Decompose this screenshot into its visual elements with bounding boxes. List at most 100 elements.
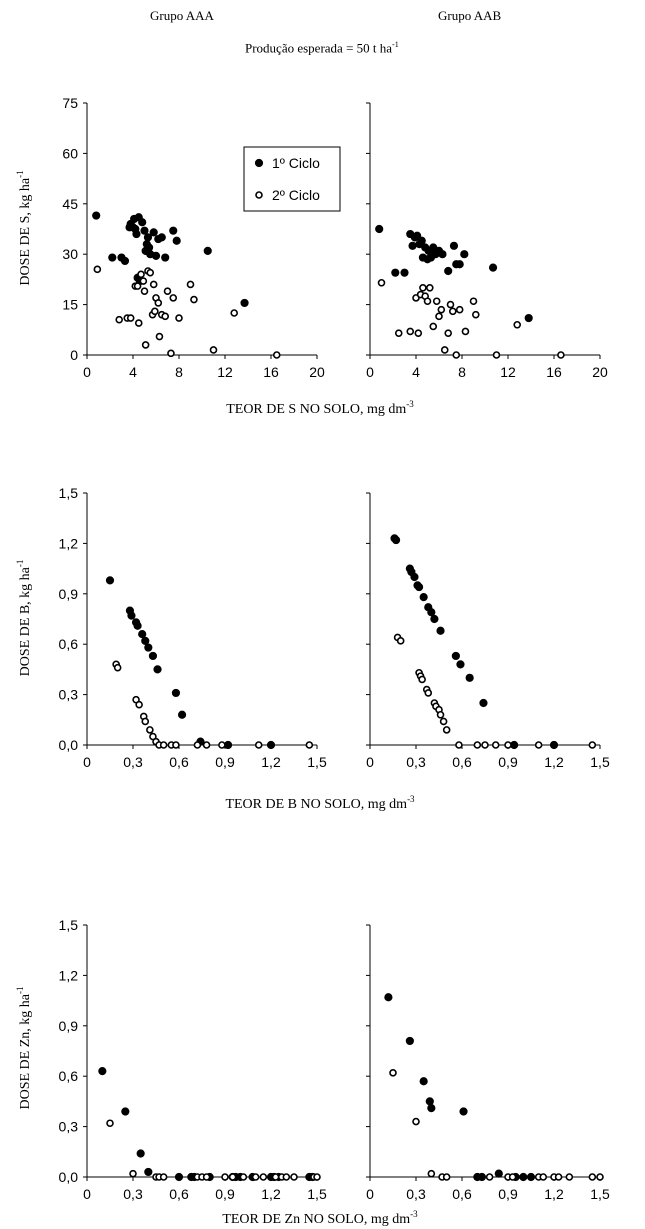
group-aaa-title: Grupo AAA <box>150 8 214 23</box>
zn_aab-x-tick-label: 1,2 <box>544 1186 564 1202</box>
s_aaa-y-tick-label: 45 <box>62 196 78 212</box>
b_aaa-x-tick-label: 1,2 <box>261 754 281 770</box>
y-axis-title-s: DOSE DE S, kg ha-1 <box>15 170 33 285</box>
data-point-cycle1 <box>157 233 166 242</box>
data-point-cycle2 <box>140 287 149 295</box>
data-point-cycle1 <box>417 236 426 245</box>
y-axis-title-zn: DOSE DE Zn, kg ha-1 <box>15 987 33 1110</box>
production-title-text: Produção esperada = 50 t ha <box>245 40 393 56</box>
data-point-cycle2 <box>455 305 464 314</box>
b_aab-x-tick-label: 0 <box>366 754 374 770</box>
data-point-cycle1 <box>459 1107 468 1116</box>
s_aaa-y-tick-label: 60 <box>62 145 78 161</box>
data-point-cycle2 <box>508 1173 517 1181</box>
data-point-cycle2 <box>425 283 434 292</box>
s_aaa-x-tick-label: 4 <box>129 364 137 380</box>
production-title: Produção esperada = 50 t ha-1 <box>245 40 399 56</box>
data-point-cycle2 <box>167 349 175 358</box>
data-point-cycle2 <box>129 1169 137 1178</box>
data-point-cycle2 <box>159 1173 168 1181</box>
legend-label-cycle1: 1º Ciclo <box>272 155 320 171</box>
s_aab-x-tick-label: 8 <box>458 364 466 380</box>
x-axis-title-zn: TEOR DE Zn NO SOLO, mg dm-3 <box>222 1209 418 1227</box>
data-point-cycle2 <box>113 663 122 672</box>
data-point-cycle1 <box>427 1104 436 1113</box>
data-point-cycle1 <box>140 226 149 235</box>
s_aaa-x-tick-label: 16 <box>263 364 279 380</box>
data-point-cycle2 <box>446 300 455 309</box>
data-point-cycle1 <box>153 665 162 674</box>
data-point-cycle1 <box>414 582 424 592</box>
data-point-cycle2 <box>444 329 453 337</box>
data-point-cycle1 <box>419 1077 428 1086</box>
s_aaa-y-tick-label: 15 <box>62 297 78 313</box>
data-point-cycle2 <box>485 1173 494 1181</box>
data-point-cycle2 <box>290 1173 298 1181</box>
data-point-cycle2 <box>418 675 426 684</box>
data-point-cycle2 <box>539 1173 548 1181</box>
data-point-cycle2 <box>146 268 155 277</box>
data-point-cycle2 <box>137 270 145 279</box>
data-point-cycle1 <box>456 660 465 669</box>
data-point-cycle1 <box>524 313 533 323</box>
zn_aaa-y-tick-label: 1,2 <box>59 967 79 983</box>
b_aaa-x-tick-label: 0,9 <box>215 754 235 770</box>
data-point-cycle2 <box>282 1173 291 1181</box>
production-title-sup: -1 <box>392 40 399 49</box>
zn_aaa-x-tick-label: 0 <box>83 1186 91 1202</box>
data-point-cycle2 <box>492 351 501 359</box>
data-point-cycle1 <box>384 993 393 1002</box>
data-point-cycle2 <box>448 307 457 316</box>
y-axis-title-b: DOSE DE B, kg ha-1 <box>15 560 33 677</box>
zn_aab-x-tick-label: 0 <box>366 1186 374 1202</box>
data-point-cycle1 <box>127 611 136 620</box>
legend-label-cycle2: 2º Ciclo <box>272 187 320 203</box>
data-point-cycle2 <box>427 1169 436 1178</box>
data-point-cycle1 <box>133 621 142 630</box>
data-point-cycle2 <box>435 312 443 321</box>
data-point-cycle2 <box>557 351 565 359</box>
data-point-cycle1 <box>477 1172 487 1182</box>
data-point-cycle2 <box>414 329 423 337</box>
data-point-cycle2 <box>151 307 159 316</box>
s_aab-x-tick-label: 12 <box>500 364 516 380</box>
data-point-cycle2 <box>452 351 461 359</box>
data-point-cycle1 <box>105 576 115 585</box>
data-point-cycle2 <box>272 351 281 359</box>
data-point-cycle1 <box>174 1172 184 1182</box>
data-point-cycle2 <box>135 700 143 709</box>
b_aab-x-tick-label: 0,9 <box>498 754 518 770</box>
data-point-cycle2 <box>471 310 480 319</box>
data-point-cycle2 <box>149 280 158 289</box>
data-point-cycle2 <box>175 314 183 322</box>
data-point-cycle1 <box>479 698 488 708</box>
data-point-cycle2 <box>239 1173 248 1181</box>
data-point-cycle2 <box>389 1069 397 1077</box>
data-point-cycle1 <box>419 593 428 602</box>
b_aaa-y-tick-label: 0,3 <box>59 687 79 703</box>
data-point-cycle1 <box>413 231 422 240</box>
data-point-cycle2 <box>93 265 102 274</box>
data-point-cycle2 <box>394 329 403 337</box>
data-point-cycle1 <box>171 688 181 698</box>
data-point-cycle1 <box>465 673 474 682</box>
data-point-cycle1 <box>151 251 161 260</box>
b_aaa-x-tick-label: 1,5 <box>307 754 327 770</box>
s_aaa-x-tick-label: 0 <box>83 364 91 380</box>
data-point-cycle2 <box>439 717 448 726</box>
data-point-cycle2 <box>481 741 489 749</box>
b_aaa-y-tick-label: 0,6 <box>59 636 79 652</box>
data-point-cycle2 <box>442 726 451 734</box>
data-point-cycle1 <box>108 253 117 262</box>
data-point-cycle1 <box>549 740 559 750</box>
data-point-cycle1 <box>148 651 158 661</box>
s_aab-x-tick-label: 0 <box>366 364 374 380</box>
zn_aaa-y-tick-label: 0,3 <box>59 1119 79 1135</box>
data-point-cycle1 <box>488 263 498 272</box>
data-point-cycle2 <box>412 1117 420 1126</box>
zn_aaa-x-tick-label: 1,5 <box>307 1186 327 1202</box>
data-point-cycle2 <box>230 309 238 317</box>
b_aab-x-tick-label: 0,3 <box>406 754 426 770</box>
data-point-cycle2 <box>534 741 543 749</box>
data-point-cycle2 <box>423 297 432 306</box>
